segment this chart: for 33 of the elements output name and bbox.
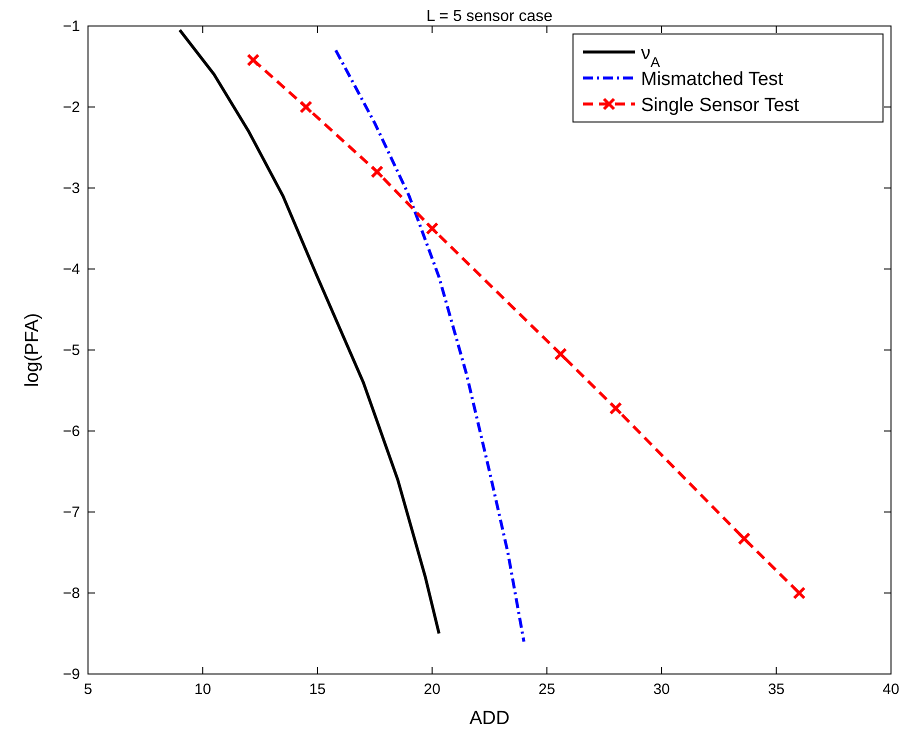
x-tick-label: 10 xyxy=(194,681,212,698)
line-series xyxy=(334,48,526,644)
legend-label: Mismatched Test xyxy=(641,69,784,90)
x-axis-title: ADD xyxy=(469,708,510,729)
point xyxy=(609,402,622,415)
x-tick-label: 25 xyxy=(538,681,556,698)
line-series xyxy=(178,28,441,635)
y-tick-label: −2 xyxy=(62,99,80,116)
legend-label: Single Sensor Test xyxy=(641,95,800,116)
point xyxy=(246,54,260,67)
y-tick-label: −5 xyxy=(62,342,80,359)
x-tick-label: 30 xyxy=(653,681,670,698)
x-tick-label: 5 xyxy=(84,681,92,698)
point xyxy=(792,586,806,600)
point xyxy=(426,222,439,235)
point xyxy=(299,100,312,114)
y-tick-label: −7 xyxy=(62,504,80,521)
x-tick-label: 20 xyxy=(424,681,440,698)
y-tick-label: −9 xyxy=(62,666,80,683)
point xyxy=(370,165,384,178)
y-tick-label: −8 xyxy=(62,585,80,602)
point xyxy=(738,532,751,546)
y-tick-label: −1 xyxy=(62,18,80,35)
y-tick-label: −3 xyxy=(62,180,80,197)
y-tick-label: −6 xyxy=(62,423,80,440)
point xyxy=(554,348,568,361)
legend-label: ν$_{A}$ xyxy=(641,43,660,71)
x-tick-label: 40 xyxy=(882,681,899,698)
y-axis-title: log(PFA) xyxy=(22,313,43,387)
y-tick-label: −4 xyxy=(62,261,80,278)
chart-title: L = 5 sensor case xyxy=(426,8,553,25)
x-tick-label: 15 xyxy=(309,681,326,698)
x-tick-label: 35 xyxy=(768,681,785,698)
